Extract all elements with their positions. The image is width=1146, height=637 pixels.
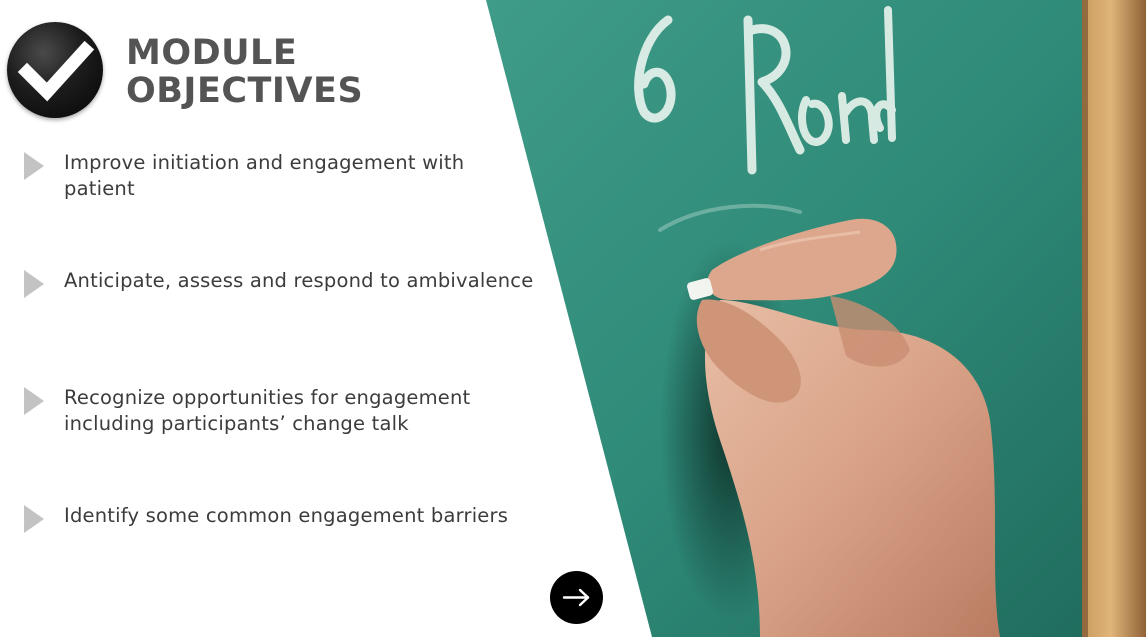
objective-text: Recognize opportunities for engagement i… — [64, 386, 471, 435]
bullet-arrow-icon — [24, 387, 44, 415]
bullet-arrow-icon — [24, 270, 44, 298]
objectives-list: Improve initiation and engagement with p… — [0, 0, 560, 637]
objective-text: Improve initiation and engagement with p… — [64, 151, 465, 200]
checkmark-badge — [7, 22, 103, 118]
page-title-line-2: OBJECTIVES — [126, 71, 364, 111]
hand-illustration — [686, 218, 1000, 637]
page-title: MODULE OBJECTIVES — [126, 34, 363, 110]
checkmark-icon — [17, 40, 95, 102]
next-button[interactable] — [550, 571, 603, 624]
page-title-line-1: MODULE — [126, 33, 298, 73]
objective-text: Identify some common engagement barriers — [64, 504, 509, 527]
bullet-arrow-icon — [24, 152, 44, 180]
arrow-right-icon — [562, 588, 590, 607]
bullet-arrow-icon — [24, 505, 44, 533]
objective-text: Anticipate, assess and respond to ambiva… — [64, 269, 534, 292]
